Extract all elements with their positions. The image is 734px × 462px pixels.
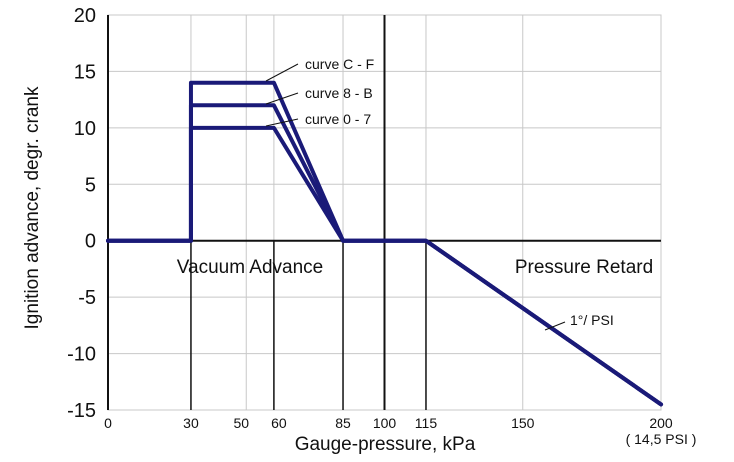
y-tick-label-10: 10 [74,118,96,140]
x-tick-label-50: 50 [233,415,249,431]
x-tick-label-30: 30 [183,415,199,431]
x-tick-label-100: 100 [373,415,397,431]
leader-line-slope [544,321,566,331]
x-tick-label-60: 60 [271,415,287,431]
y-axis-title: Ignition advance, degr. crank [22,86,43,329]
y-tick-label--10: -10 [67,344,96,366]
y-tick-label-15: 15 [74,61,96,83]
series-label-curve-c-f: curve C - F [305,56,374,72]
series-label-curve-8-b: curve 8 - B [305,85,373,101]
region-label-vacuum-advance: Vacuum Advance [177,257,323,278]
leader-line-curve-0-7 [265,118,299,127]
y-tick-label-20: 20 [74,5,96,27]
series-lines [106,80,663,407]
leader-line-curve-c-f [265,63,299,82]
x-tick-label-150: 150 [511,415,535,431]
region-label-pressure-retard: Pressure Retard [515,257,653,278]
y-tick-label-5: 5 [85,174,96,196]
y-tick-label--15: -15 [67,400,96,422]
y-tick-label-0: 0 [85,231,96,253]
x-tick-label-200: 200 [649,415,673,431]
leader-line-curve-8-b [265,92,299,105]
series-line-3 [106,125,663,407]
x-tick-label-115: 115 [415,415,438,431]
slope-label: 1°/ PSI [570,312,614,328]
x-tick-label-0: 0 [104,415,112,431]
reference-lines [190,15,427,410]
x-tick-label-85: 85 [335,415,351,431]
series-label-curve-0-7: curve 0 - 7 [305,111,371,127]
x-tick-sublabel: ( 14,5 PSI ) [626,431,697,447]
y-tick-label--5: -5 [78,287,96,309]
x-axis-title: Gauge-pressure, kPa [295,434,476,455]
